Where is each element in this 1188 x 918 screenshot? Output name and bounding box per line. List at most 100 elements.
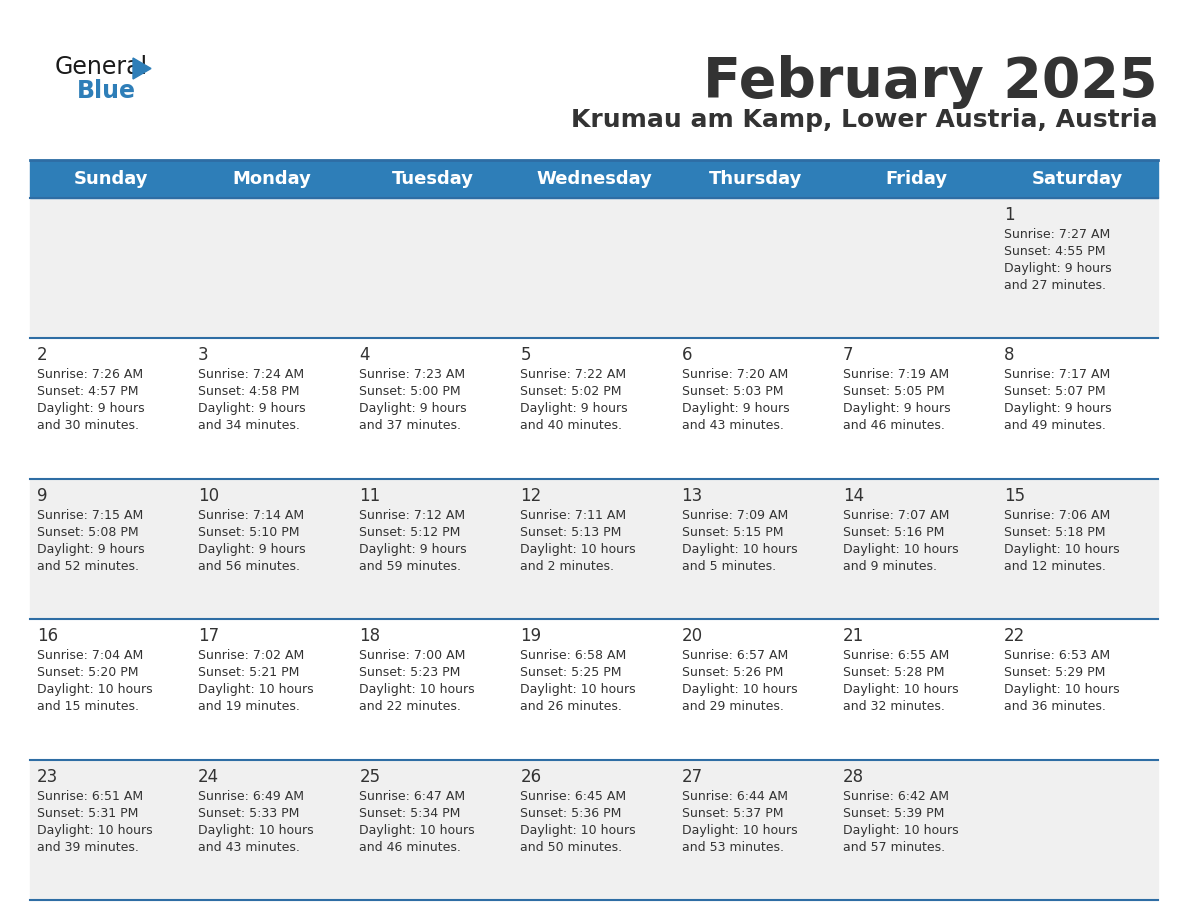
Text: Sunrise: 6:51 AM: Sunrise: 6:51 AM (37, 789, 143, 802)
Text: Sunrise: 7:17 AM: Sunrise: 7:17 AM (1004, 368, 1110, 381)
Text: Sunset: 5:12 PM: Sunset: 5:12 PM (359, 526, 461, 539)
Text: Sunrise: 7:22 AM: Sunrise: 7:22 AM (520, 368, 626, 381)
Text: Sunset: 5:08 PM: Sunset: 5:08 PM (37, 526, 139, 539)
Text: Sunset: 5:02 PM: Sunset: 5:02 PM (520, 386, 623, 398)
Text: 20: 20 (682, 627, 702, 645)
Text: Daylight: 10 hours: Daylight: 10 hours (359, 823, 475, 836)
Text: and 59 minutes.: and 59 minutes. (359, 560, 461, 573)
Text: and 12 minutes.: and 12 minutes. (1004, 560, 1106, 573)
Text: Sunrise: 6:42 AM: Sunrise: 6:42 AM (842, 789, 949, 802)
Text: Sunset: 5:05 PM: Sunset: 5:05 PM (842, 386, 944, 398)
Text: and 50 minutes.: and 50 minutes. (520, 841, 623, 854)
Text: 26: 26 (520, 767, 542, 786)
Text: Daylight: 10 hours: Daylight: 10 hours (198, 683, 314, 696)
Text: Saturday: Saturday (1032, 170, 1123, 188)
Text: 13: 13 (682, 487, 703, 505)
Text: Sunrise: 6:44 AM: Sunrise: 6:44 AM (682, 789, 788, 802)
Text: and 49 minutes.: and 49 minutes. (1004, 420, 1106, 432)
Text: Daylight: 9 hours: Daylight: 9 hours (198, 543, 305, 555)
Text: Sunrise: 7:12 AM: Sunrise: 7:12 AM (359, 509, 466, 521)
Text: Sunrise: 7:15 AM: Sunrise: 7:15 AM (37, 509, 144, 521)
Text: Sunrise: 7:00 AM: Sunrise: 7:00 AM (359, 649, 466, 662)
Text: Tuesday: Tuesday (392, 170, 474, 188)
Text: 12: 12 (520, 487, 542, 505)
Text: Sunset: 5:18 PM: Sunset: 5:18 PM (1004, 526, 1105, 539)
Text: 17: 17 (198, 627, 220, 645)
Text: 3: 3 (198, 346, 209, 364)
Text: and 43 minutes.: and 43 minutes. (198, 841, 301, 854)
Text: Sunset: 4:55 PM: Sunset: 4:55 PM (1004, 245, 1105, 258)
Text: Daylight: 9 hours: Daylight: 9 hours (37, 402, 145, 416)
Text: 22: 22 (1004, 627, 1025, 645)
Text: 10: 10 (198, 487, 220, 505)
Text: Sunset: 5:16 PM: Sunset: 5:16 PM (842, 526, 944, 539)
Text: Daylight: 10 hours: Daylight: 10 hours (842, 823, 959, 836)
Text: Friday: Friday (885, 170, 947, 188)
Text: Daylight: 10 hours: Daylight: 10 hours (520, 683, 636, 696)
Text: Daylight: 10 hours: Daylight: 10 hours (1004, 683, 1119, 696)
Text: Daylight: 9 hours: Daylight: 9 hours (198, 402, 305, 416)
Text: Sunrise: 6:53 AM: Sunrise: 6:53 AM (1004, 649, 1110, 662)
Text: Sunset: 5:37 PM: Sunset: 5:37 PM (682, 807, 783, 820)
Text: Thursday: Thursday (708, 170, 802, 188)
Text: and 53 minutes.: and 53 minutes. (682, 841, 784, 854)
Text: Sunset: 5:36 PM: Sunset: 5:36 PM (520, 807, 621, 820)
Text: Daylight: 10 hours: Daylight: 10 hours (1004, 543, 1119, 555)
Text: Daylight: 10 hours: Daylight: 10 hours (37, 683, 152, 696)
Text: Sunset: 5:23 PM: Sunset: 5:23 PM (359, 666, 461, 679)
Text: 7: 7 (842, 346, 853, 364)
Text: Daylight: 10 hours: Daylight: 10 hours (682, 823, 797, 836)
Text: Daylight: 10 hours: Daylight: 10 hours (682, 683, 797, 696)
Text: Sunrise: 7:23 AM: Sunrise: 7:23 AM (359, 368, 466, 381)
Text: Daylight: 9 hours: Daylight: 9 hours (37, 543, 145, 555)
Text: Sunset: 5:10 PM: Sunset: 5:10 PM (198, 526, 299, 539)
Text: and 26 minutes.: and 26 minutes. (520, 700, 623, 713)
Text: Sunrise: 7:06 AM: Sunrise: 7:06 AM (1004, 509, 1110, 521)
Text: Sunrise: 7:19 AM: Sunrise: 7:19 AM (842, 368, 949, 381)
Text: Sunset: 5:20 PM: Sunset: 5:20 PM (37, 666, 139, 679)
Text: and 19 minutes.: and 19 minutes. (198, 700, 301, 713)
Text: and 46 minutes.: and 46 minutes. (359, 841, 461, 854)
Text: 9: 9 (37, 487, 48, 505)
Text: Sunrise: 7:04 AM: Sunrise: 7:04 AM (37, 649, 144, 662)
Text: Sunrise: 7:20 AM: Sunrise: 7:20 AM (682, 368, 788, 381)
Bar (30, 479, 1158, 620)
Text: 11: 11 (359, 487, 380, 505)
Text: 18: 18 (359, 627, 380, 645)
Text: Daylight: 9 hours: Daylight: 9 hours (842, 402, 950, 416)
Text: and 52 minutes.: and 52 minutes. (37, 560, 139, 573)
Text: 15: 15 (1004, 487, 1025, 505)
Text: 25: 25 (359, 767, 380, 786)
Text: Sunrise: 7:02 AM: Sunrise: 7:02 AM (198, 649, 304, 662)
Text: and 27 minutes.: and 27 minutes. (1004, 279, 1106, 292)
Text: and 40 minutes.: and 40 minutes. (520, 420, 623, 432)
Polygon shape (133, 58, 151, 79)
Text: and 43 minutes.: and 43 minutes. (682, 420, 783, 432)
Text: 27: 27 (682, 767, 702, 786)
Text: Sunset: 5:31 PM: Sunset: 5:31 PM (37, 807, 138, 820)
Text: Sunrise: 6:47 AM: Sunrise: 6:47 AM (359, 789, 466, 802)
Text: 24: 24 (198, 767, 220, 786)
Text: Monday: Monday (233, 170, 311, 188)
Text: and 5 minutes.: and 5 minutes. (682, 560, 776, 573)
Text: Sunset: 5:21 PM: Sunset: 5:21 PM (198, 666, 299, 679)
Text: Sunset: 5:13 PM: Sunset: 5:13 PM (520, 526, 621, 539)
Text: 6: 6 (682, 346, 693, 364)
Bar (30, 620, 1158, 759)
Text: and 9 minutes.: and 9 minutes. (842, 560, 936, 573)
Bar (30, 339, 1158, 479)
Text: Sunrise: 7:27 AM: Sunrise: 7:27 AM (1004, 228, 1110, 241)
Text: Sunset: 5:00 PM: Sunset: 5:00 PM (359, 386, 461, 398)
Text: Sunrise: 7:26 AM: Sunrise: 7:26 AM (37, 368, 143, 381)
Text: 1: 1 (1004, 206, 1015, 224)
Text: 23: 23 (37, 767, 58, 786)
Text: and 30 minutes.: and 30 minutes. (37, 420, 139, 432)
Text: Blue: Blue (77, 79, 135, 103)
Text: Sunset: 5:34 PM: Sunset: 5:34 PM (359, 807, 461, 820)
Text: Sunrise: 7:09 AM: Sunrise: 7:09 AM (682, 509, 788, 521)
Text: Daylight: 10 hours: Daylight: 10 hours (520, 543, 636, 555)
Text: Daylight: 10 hours: Daylight: 10 hours (520, 823, 636, 836)
Text: General: General (55, 55, 148, 79)
Text: 21: 21 (842, 627, 864, 645)
Text: Daylight: 10 hours: Daylight: 10 hours (198, 823, 314, 836)
